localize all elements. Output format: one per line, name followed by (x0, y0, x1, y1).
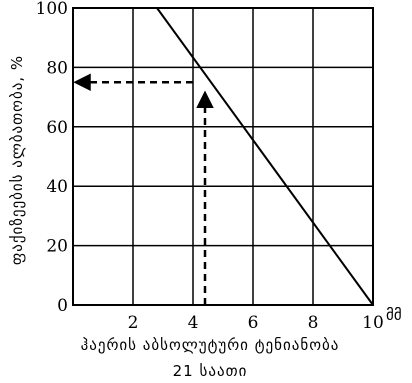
x-tick-label: 4 (188, 313, 199, 333)
y-tick-label: 100 (36, 0, 68, 19)
x-tick-label: 8 (308, 313, 319, 333)
x-axis-title-line2: 21 საათი (173, 362, 248, 380)
y-tick-labels: 0 20 40 60 80 100 (36, 0, 68, 316)
x-tick-labels: 2 4 6 8 10 (128, 313, 384, 333)
y-tick-label: 0 (57, 296, 68, 316)
series-layer (156, 7, 374, 306)
series-line (156, 7, 374, 306)
x-tick-label: 6 (248, 313, 259, 333)
y-tick-label: 60 (46, 118, 68, 138)
x-tick-label: 10 (362, 313, 384, 333)
y-tick-label: 40 (46, 177, 68, 197)
annotation-layer (73, 73, 214, 305)
grid (72, 7, 374, 306)
x-axis-title: ჰაერის აბსოლუტური ტენიანობა (81, 336, 340, 354)
plot-frame (72, 7, 374, 306)
y-tick-label: 80 (46, 58, 68, 78)
y-axis-title: ფაქიზეების ალბათობა, % (8, 55, 26, 265)
y-tick-label: 20 (46, 237, 68, 257)
x-tick-label: 2 (128, 313, 139, 333)
x-unit-label: მმ (386, 306, 402, 324)
